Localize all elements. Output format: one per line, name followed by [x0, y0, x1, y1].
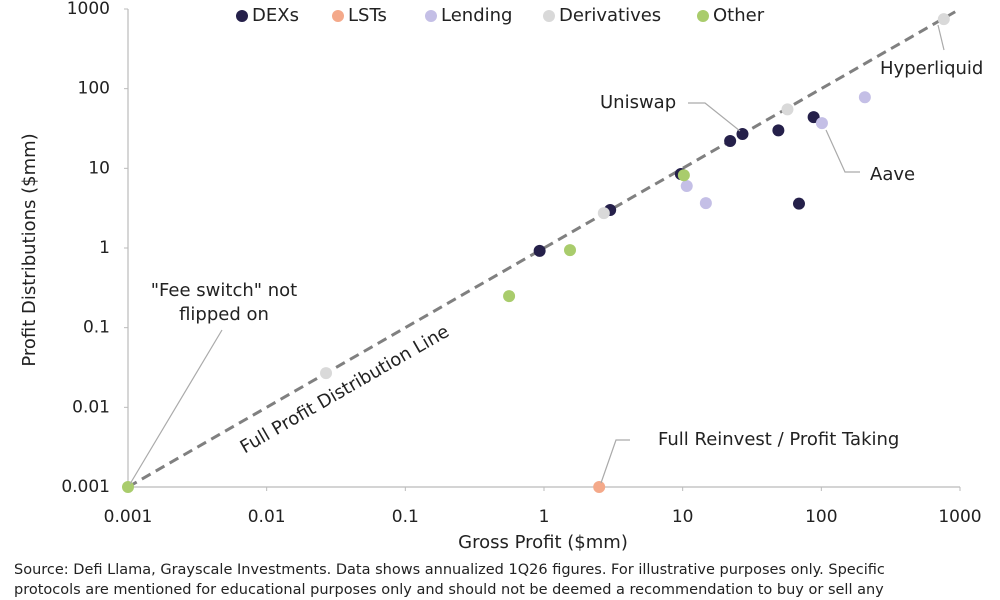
source-note: protocols are mentioned for educational …: [14, 582, 884, 598]
x-tick-label: 1: [539, 507, 550, 527]
x-axis-title: Gross Profit ($mm): [458, 532, 628, 553]
point: [858, 91, 871, 104]
annotation: Aave: [870, 164, 915, 185]
x-tick-label: 0.1: [392, 507, 419, 527]
point: [564, 244, 577, 257]
point: [937, 13, 950, 26]
legend-marker: [543, 10, 555, 22]
point: [807, 111, 820, 124]
legend-label: LSTs: [348, 5, 387, 26]
point: [677, 169, 690, 182]
point: [772, 124, 785, 137]
point: [593, 481, 606, 493]
annotation: Uniswap: [600, 92, 676, 113]
leader-line: [688, 102, 741, 132]
y-tick-label: 10: [88, 158, 110, 178]
legend-label: Derivatives: [559, 5, 661, 26]
leader-line: [129, 329, 223, 485]
y-tick-label: 1: [99, 238, 110, 258]
annotation: "Fee switch" not: [151, 280, 297, 301]
y-tick-label: 1000: [67, 0, 110, 19]
point: [724, 135, 737, 148]
point: [699, 197, 712, 210]
annotation: flipped on: [179, 304, 269, 325]
legend-marker: [425, 10, 437, 22]
y-tick-label: 0.01: [72, 397, 110, 417]
y-tick-label: 0.001: [61, 477, 110, 497]
x-tick-label: 0.01: [248, 507, 286, 527]
legend-marker: [697, 10, 709, 22]
point: [320, 367, 333, 380]
leader-line: [825, 129, 860, 173]
y-tick-label: 0.1: [83, 318, 110, 338]
leader-line: [937, 24, 945, 51]
y-axis-title: Profit Distributions ($mm): [19, 133, 40, 366]
point: [680, 180, 693, 193]
legend-label: Other: [713, 5, 765, 26]
leader-line: [600, 439, 630, 484]
point: [815, 117, 828, 130]
legend-marker: [332, 10, 344, 22]
legend-label: Lending: [441, 5, 512, 26]
annotations: Hyperliquid Uniswap Aave "Fee switch" no…: [129, 24, 983, 485]
x-tick-label: 10: [672, 507, 694, 527]
point: [533, 244, 546, 257]
annotation: Full Reinvest / Profit Taking: [658, 429, 899, 450]
point: [597, 207, 610, 220]
x-tick-label: 100: [805, 507, 837, 527]
source-note: Source: Defi Llama, Grayscale Investment…: [14, 562, 885, 578]
y-tick-label: 100: [78, 79, 110, 99]
annotation: Hyperliquid: [880, 58, 983, 79]
point: [792, 197, 805, 210]
legend-marker: [236, 10, 248, 22]
annotation: Full Profit Distribution Line: [237, 321, 453, 458]
point: [781, 103, 794, 116]
x-tick-label: 0.001: [104, 507, 153, 527]
legend-label: DEXs: [252, 5, 299, 26]
point: [122, 481, 134, 493]
point: [503, 290, 516, 303]
x-tick-label: 1000: [938, 507, 981, 527]
plot: 0.001 0.01 0.1 1 10 100 1000 0.001 0.01 0.1 1 10 100…: [61, 0, 981, 527]
